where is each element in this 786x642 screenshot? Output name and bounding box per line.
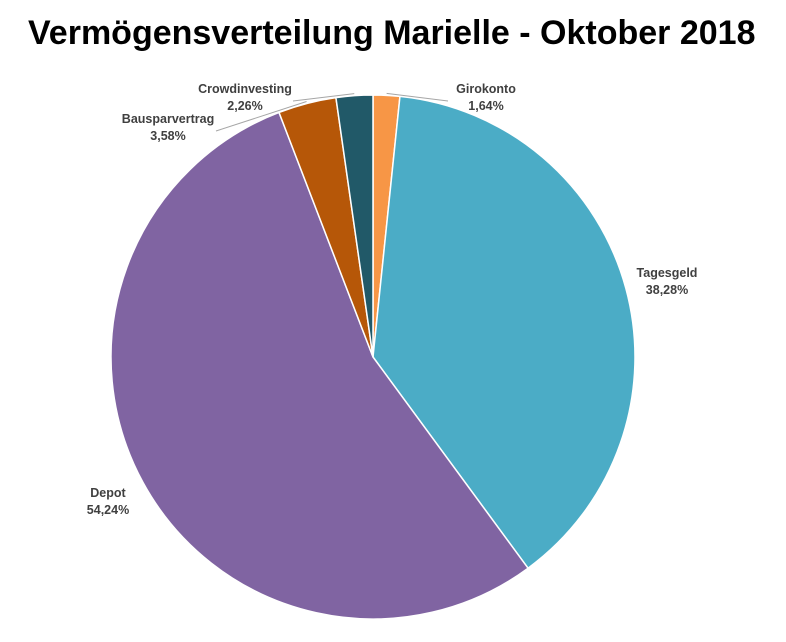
- slice-label-name-bausparvertrag: Bausparvertrag: [122, 112, 214, 126]
- slice-label-value-crowdinvesting: 2,26%: [227, 99, 262, 113]
- slice-label-name-crowdinvesting: Crowdinvesting: [198, 82, 292, 96]
- pie-slice-tagesgeld: [372, 95, 636, 570]
- slice-label-value-bausparvertrag: 3,58%: [150, 129, 185, 143]
- leader-line-girokonto: [386, 92, 449, 102]
- slice-label-value-girokonto: 1,64%: [468, 99, 503, 113]
- leader-line-bausparvertrag: [215, 101, 307, 132]
- slice-label-name-tagesgeld: Tagesgeld: [637, 266, 698, 280]
- chart-title: Vermögensverteilung Marielle - Oktober 2…: [28, 14, 756, 52]
- slice-label-name-depot: Depot: [90, 486, 126, 500]
- pie-slice-crowdinvesting: [335, 94, 374, 358]
- pie-slice-depot: [110, 111, 530, 620]
- slice-label-value-tagesgeld: 38,28%: [646, 283, 688, 297]
- slice-label-value-depot: 54,24%: [87, 503, 129, 517]
- leader-line-crowdinvesting: [292, 93, 355, 102]
- slice-label-name-girokonto: Girokonto: [456, 82, 516, 96]
